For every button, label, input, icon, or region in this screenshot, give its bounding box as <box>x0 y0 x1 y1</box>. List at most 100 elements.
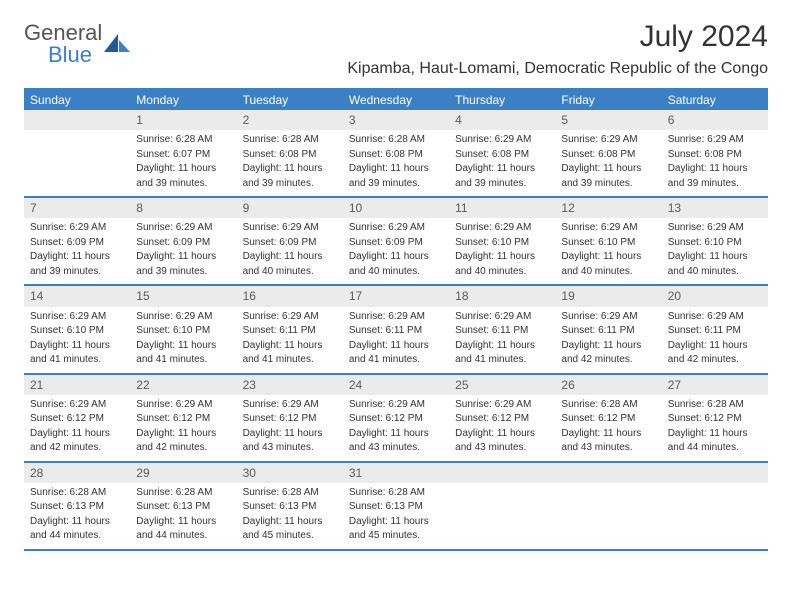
day-day2: and 44 minutes. <box>668 441 762 455</box>
logo: General Blue <box>24 20 130 68</box>
weekday-header-row: Sunday Monday Tuesday Wednesday Thursday… <box>24 90 768 110</box>
day-number: 13 <box>662 198 768 218</box>
day-number: 29 <box>130 463 236 483</box>
day-body: Sunrise: 6:29 AMSunset: 6:10 PMDaylight:… <box>449 218 555 284</box>
day-day2: and 41 minutes. <box>349 353 443 367</box>
day-cell: 12Sunrise: 6:29 AMSunset: 6:10 PMDayligh… <box>555 198 661 284</box>
day-sunset: Sunset: 6:07 PM <box>136 148 230 162</box>
day-day2: and 43 minutes. <box>561 441 655 455</box>
day-day1: Daylight: 11 hours <box>30 339 124 353</box>
day-sunrise: Sunrise: 6:28 AM <box>668 398 762 412</box>
day-number: 4 <box>449 110 555 130</box>
day-sunset: Sunset: 6:13 PM <box>349 500 443 514</box>
day-cell: 20Sunrise: 6:29 AMSunset: 6:11 PMDayligh… <box>662 286 768 372</box>
day-body: Sunrise: 6:28 AMSunset: 6:08 PMDaylight:… <box>237 130 343 196</box>
day-sunset: Sunset: 6:08 PM <box>243 148 337 162</box>
day-number: 28 <box>24 463 130 483</box>
day-day2: and 42 minutes. <box>668 353 762 367</box>
day-cell: 8Sunrise: 6:29 AMSunset: 6:09 PMDaylight… <box>130 198 236 284</box>
day-number: 23 <box>237 375 343 395</box>
day-number: 8 <box>130 198 236 218</box>
day-body: Sunrise: 6:29 AMSunset: 6:12 PMDaylight:… <box>449 395 555 461</box>
day-cell: 11Sunrise: 6:29 AMSunset: 6:10 PMDayligh… <box>449 198 555 284</box>
day-number: 12 <box>555 198 661 218</box>
day-number: 15 <box>130 286 236 306</box>
day-cell: 31Sunrise: 6:28 AMSunset: 6:13 PMDayligh… <box>343 463 449 549</box>
day-sunrise: Sunrise: 6:29 AM <box>455 310 549 324</box>
day-day1: Daylight: 11 hours <box>136 339 230 353</box>
day-day2: and 39 minutes. <box>136 177 230 191</box>
day-sunset: Sunset: 6:08 PM <box>455 148 549 162</box>
day-cell: 21Sunrise: 6:29 AMSunset: 6:12 PMDayligh… <box>24 375 130 461</box>
day-day1: Daylight: 11 hours <box>455 162 549 176</box>
day-day1: Daylight: 11 hours <box>243 250 337 264</box>
day-number: 2 <box>237 110 343 130</box>
day-sunset: Sunset: 6:12 PM <box>455 412 549 426</box>
day-sunrise: Sunrise: 6:29 AM <box>561 221 655 235</box>
day-day1: Daylight: 11 hours <box>30 250 124 264</box>
day-number: 27 <box>662 375 768 395</box>
day-body: Sunrise: 6:29 AMSunset: 6:11 PMDaylight:… <box>237 307 343 373</box>
day-day1: Daylight: 11 hours <box>349 515 443 529</box>
week-row: 7Sunrise: 6:29 AMSunset: 6:09 PMDaylight… <box>24 196 768 284</box>
day-sunrise: Sunrise: 6:29 AM <box>668 221 762 235</box>
day-number: 10 <box>343 198 449 218</box>
day-body: Sunrise: 6:29 AMSunset: 6:09 PMDaylight:… <box>237 218 343 284</box>
day-body: Sunrise: 6:29 AMSunset: 6:12 PMDaylight:… <box>24 395 130 461</box>
day-day2: and 40 minutes. <box>349 265 443 279</box>
day-day1: Daylight: 11 hours <box>561 162 655 176</box>
day-day2: and 42 minutes. <box>561 353 655 367</box>
day-day1: Daylight: 11 hours <box>30 427 124 441</box>
day-sunrise: Sunrise: 6:29 AM <box>455 398 549 412</box>
header: General Blue July 2024 Kipamba, Haut-Lom… <box>24 20 768 78</box>
day-sunset: Sunset: 6:12 PM <box>136 412 230 426</box>
title-block: July 2024 Kipamba, Haut-Lomami, Democrat… <box>347 20 768 78</box>
weekday-header: Sunday <box>24 90 130 110</box>
day-sunset: Sunset: 6:12 PM <box>668 412 762 426</box>
day-number: 31 <box>343 463 449 483</box>
day-sunset: Sunset: 6:11 PM <box>243 324 337 338</box>
day-body: Sunrise: 6:29 AMSunset: 6:11 PMDaylight:… <box>555 307 661 373</box>
day-sunset: Sunset: 6:13 PM <box>243 500 337 514</box>
weekday-header: Thursday <box>449 90 555 110</box>
day-sunrise: Sunrise: 6:28 AM <box>243 486 337 500</box>
day-sunset: Sunset: 6:10 PM <box>136 324 230 338</box>
day-sunset: Sunset: 6:08 PM <box>668 148 762 162</box>
day-day2: and 39 minutes. <box>30 265 124 279</box>
day-day2: and 45 minutes. <box>243 529 337 543</box>
day-day2: and 39 minutes. <box>455 177 549 191</box>
day-day1: Daylight: 11 hours <box>561 339 655 353</box>
day-cell: 30Sunrise: 6:28 AMSunset: 6:13 PMDayligh… <box>237 463 343 549</box>
day-body: Sunrise: 6:29 AMSunset: 6:08 PMDaylight:… <box>662 130 768 196</box>
calendar: Sunday Monday Tuesday Wednesday Thursday… <box>24 88 768 551</box>
day-day2: and 45 minutes. <box>349 529 443 543</box>
day-day1: Daylight: 11 hours <box>668 250 762 264</box>
day-cell: 17Sunrise: 6:29 AMSunset: 6:11 PMDayligh… <box>343 286 449 372</box>
day-cell: 9Sunrise: 6:29 AMSunset: 6:09 PMDaylight… <box>237 198 343 284</box>
day-sunrise: Sunrise: 6:29 AM <box>136 398 230 412</box>
weekday-header: Monday <box>130 90 236 110</box>
day-number: 26 <box>555 375 661 395</box>
day-sunrise: Sunrise: 6:28 AM <box>136 486 230 500</box>
day-day2: and 44 minutes. <box>30 529 124 543</box>
day-body: Sunrise: 6:29 AMSunset: 6:10 PMDaylight:… <box>24 307 130 373</box>
day-sunset: Sunset: 6:11 PM <box>668 324 762 338</box>
day-day1: Daylight: 11 hours <box>668 427 762 441</box>
day-day2: and 44 minutes. <box>136 529 230 543</box>
day-cell: 23Sunrise: 6:29 AMSunset: 6:12 PMDayligh… <box>237 375 343 461</box>
day-number: 25 <box>449 375 555 395</box>
day-number: 24 <box>343 375 449 395</box>
day-body: Sunrise: 6:29 AMSunset: 6:10 PMDaylight:… <box>662 218 768 284</box>
day-sunrise: Sunrise: 6:29 AM <box>561 133 655 147</box>
day-body: Sunrise: 6:29 AMSunset: 6:09 PMDaylight:… <box>343 218 449 284</box>
day-sunset: Sunset: 6:12 PM <box>561 412 655 426</box>
day-day2: and 39 minutes. <box>243 177 337 191</box>
day-day2: and 42 minutes. <box>30 441 124 455</box>
day-sunrise: Sunrise: 6:29 AM <box>561 310 655 324</box>
day-cell: 4Sunrise: 6:29 AMSunset: 6:08 PMDaylight… <box>449 110 555 196</box>
day-sunset: Sunset: 6:10 PM <box>30 324 124 338</box>
day-body: Sunrise: 6:29 AMSunset: 6:08 PMDaylight:… <box>449 130 555 196</box>
day-sunrise: Sunrise: 6:29 AM <box>455 133 549 147</box>
day-sunrise: Sunrise: 6:28 AM <box>349 133 443 147</box>
day-sunset: Sunset: 6:08 PM <box>349 148 443 162</box>
